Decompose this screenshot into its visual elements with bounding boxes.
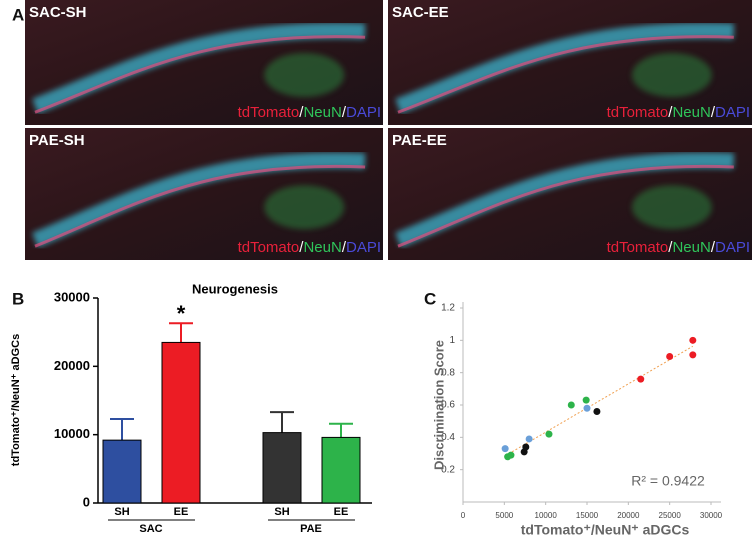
x-tick-label: EE <box>174 506 189 518</box>
caption-part: DAPI <box>715 239 750 256</box>
cell-layer-inner <box>397 35 734 114</box>
cell-layer-inner <box>397 164 734 248</box>
x-tick-label: SH <box>274 506 289 518</box>
y-tick-label: 1.2 <box>441 303 455 314</box>
caption: tdTomato/NeuN/DAPI <box>238 239 381 256</box>
trendline <box>504 345 694 457</box>
caption-part: tdTomato <box>607 104 669 121</box>
caption-part: DAPI <box>346 104 381 121</box>
y-tick-label: 0.6 <box>441 400 455 411</box>
x-axis-label: tdTomato⁺/NeuN⁺ aDGCs <box>521 522 690 538</box>
image-label: PAE-EE <box>392 132 447 149</box>
caption-part: / <box>299 239 304 256</box>
bar <box>102 439 142 504</box>
point <box>522 443 530 451</box>
green-cells <box>631 185 712 230</box>
caption: tdTomato/NeuN/DAPI <box>607 104 750 121</box>
point <box>583 404 591 412</box>
caption: tdTomato/NeuN/DAPI <box>238 104 381 121</box>
point <box>637 375 645 383</box>
cell-layer <box>395 152 735 248</box>
panel-label: C <box>424 289 436 308</box>
y-tick-label: 30000 <box>54 289 90 304</box>
x-tick-label: 30000 <box>700 511 723 520</box>
cell-layer-inner <box>34 35 366 114</box>
caption-part: DAPI <box>715 104 750 121</box>
cell-layer-inner <box>34 164 366 248</box>
caption-part: / <box>711 104 716 121</box>
panel-label: B <box>12 289 24 308</box>
image-label: SAC-EE <box>392 4 449 21</box>
point <box>525 435 533 443</box>
x-tick-label: 25000 <box>659 511 682 520</box>
cell-layer <box>395 22 735 114</box>
caption-part: tdTomato <box>607 239 669 256</box>
cell-layer <box>31 152 366 248</box>
caption-part: tdTomato <box>238 104 300 121</box>
y-tick-label: 0 <box>83 494 90 509</box>
y-tick-label: 10000 <box>54 426 90 441</box>
group-label: SAC <box>139 523 162 535</box>
point <box>501 445 509 453</box>
panel-label: A <box>12 5 24 24</box>
x-tick-label: 10000 <box>535 511 558 520</box>
caption-part: / <box>711 239 716 256</box>
caption-part: / <box>342 104 347 121</box>
y-tick-label: 0.8 <box>441 367 455 378</box>
caption: tdTomato/NeuN/DAPI <box>607 239 750 256</box>
x-tick-label: 15000 <box>576 511 599 520</box>
y-tick-label: 0.4 <box>441 432 455 443</box>
point <box>507 451 515 459</box>
chart-title: Neurogenesis <box>192 281 278 296</box>
caption-part: / <box>299 104 304 121</box>
r-squared: R² = 0.9422 <box>631 473 705 489</box>
y-tick-label: 1 <box>449 335 455 346</box>
caption-part: DAPI <box>346 239 381 256</box>
point <box>582 396 590 404</box>
y-axis-label: Discrimination Score <box>431 340 446 470</box>
point <box>689 336 697 344</box>
caption-part: NeuN <box>303 239 341 256</box>
point <box>545 430 553 438</box>
cell-layer <box>32 22 366 114</box>
x-tick-label: SH <box>114 506 129 518</box>
green-cells <box>631 53 712 97</box>
bar <box>262 432 302 504</box>
green-cells <box>264 53 345 97</box>
x-tick-label: EE <box>334 506 349 518</box>
y-tick-label: 20000 <box>54 358 90 373</box>
x-tick-label: 0 <box>461 511 466 520</box>
green-cells <box>264 185 345 230</box>
caption-part: / <box>668 104 673 121</box>
bar <box>161 341 201 504</box>
x-tick-label: 5000 <box>495 511 513 520</box>
point <box>567 401 575 409</box>
point <box>593 407 601 415</box>
micrographs: SAC-SHtdTomato/NeuN/DAPISAC-EEtdTomato/N… <box>25 0 752 260</box>
caption-part: / <box>668 239 673 256</box>
caption-part: NeuN <box>672 239 710 256</box>
caption-part: NeuN <box>672 104 710 121</box>
bar <box>321 436 361 504</box>
group-label: PAE <box>300 523 322 535</box>
y-axis-label: tdTomato⁺/NeuN⁺ aDGCs <box>10 334 22 466</box>
image-label: SAC-SH <box>29 4 87 21</box>
point <box>666 353 674 360</box>
point <box>689 351 697 359</box>
caption-part: / <box>342 239 347 256</box>
x-tick-label: 20000 <box>617 511 640 520</box>
image-label: PAE-SH <box>29 132 85 149</box>
y-tick-label: 0.2 <box>441 464 455 475</box>
caption-part: tdTomato <box>238 239 300 256</box>
caption-part: NeuN <box>303 104 341 121</box>
significance: * <box>177 301 186 326</box>
